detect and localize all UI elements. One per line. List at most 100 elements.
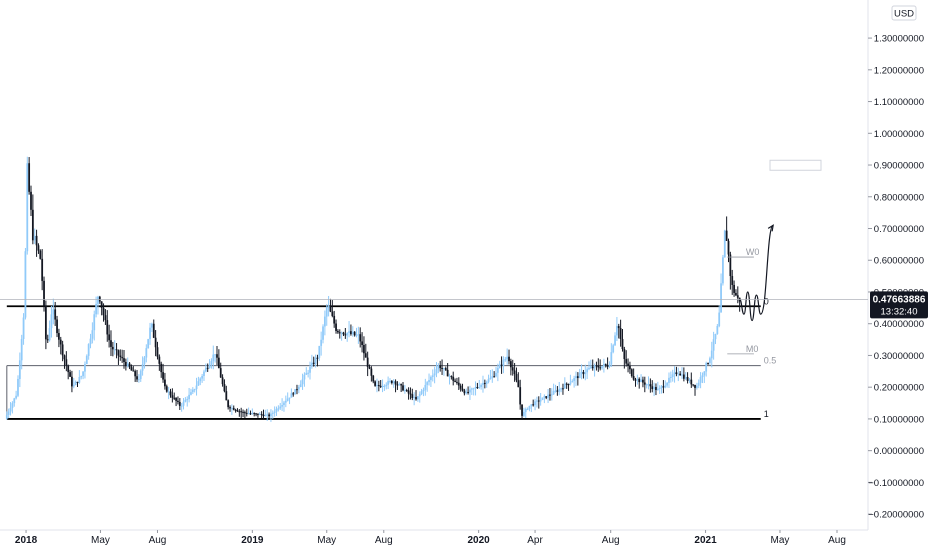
candle-body xyxy=(15,395,18,399)
candle-body xyxy=(71,376,73,387)
candle-body xyxy=(33,235,36,241)
candle-body xyxy=(694,384,696,388)
candle-body xyxy=(126,363,129,367)
candle-body xyxy=(549,394,551,396)
candle-body xyxy=(383,385,386,387)
candle-body xyxy=(584,372,587,375)
candle-body xyxy=(485,381,488,384)
last-price-value: 0.47663886 xyxy=(873,294,926,305)
candle-body xyxy=(111,346,114,350)
time-tick-label: May xyxy=(771,535,790,546)
candle-body xyxy=(439,365,442,368)
candle-body xyxy=(28,163,31,192)
time-tick-label: Aug xyxy=(375,535,393,546)
candle-body xyxy=(158,356,161,364)
plot-area[interactable] xyxy=(0,0,868,530)
candle-body xyxy=(234,409,237,411)
time-tick-label: Aug xyxy=(602,535,620,546)
candle-body xyxy=(61,344,64,356)
candle-body xyxy=(509,361,512,368)
candle-body xyxy=(385,384,388,386)
candle-body xyxy=(457,382,460,386)
candle-body xyxy=(669,376,672,378)
price-axis-background[interactable] xyxy=(868,0,932,550)
currency-label: USD xyxy=(894,9,914,20)
candle-body xyxy=(703,371,706,376)
candle-body xyxy=(54,309,57,320)
candle-body xyxy=(621,338,624,350)
candle-body xyxy=(602,364,605,367)
price-tick-label: −0.20000000 xyxy=(868,510,924,521)
candle-body xyxy=(186,399,189,401)
candle-body xyxy=(478,386,481,388)
candle-body xyxy=(350,331,352,335)
candle-body xyxy=(413,396,416,399)
candle-body xyxy=(212,354,215,362)
candle-body xyxy=(723,230,726,258)
price-axis[interactable]: 1.30000000 1.20000000 1.10000000 1.00000000… xyxy=(867,0,932,550)
candle-body xyxy=(240,411,243,413)
candle-body xyxy=(567,384,570,386)
candle-body xyxy=(409,393,412,395)
candle-body xyxy=(433,373,436,376)
candle-body xyxy=(619,328,622,339)
candle-body xyxy=(7,411,10,415)
candle-body xyxy=(379,385,382,387)
time-tick-label: May xyxy=(317,535,336,546)
candle-body xyxy=(495,372,497,377)
time-axis-background[interactable] xyxy=(0,530,868,550)
candle-body xyxy=(227,400,230,408)
candle-body xyxy=(431,375,434,377)
candle-body xyxy=(72,384,75,387)
candle-body xyxy=(374,381,376,386)
candle-body xyxy=(381,385,384,387)
candle-body xyxy=(735,292,737,296)
candle-body xyxy=(5,414,8,419)
plot-background[interactable] xyxy=(0,0,868,530)
candle-body xyxy=(130,367,133,371)
candle-body xyxy=(307,372,310,374)
candle-body xyxy=(85,355,88,365)
candle-body xyxy=(418,393,421,397)
candle-body xyxy=(465,391,468,394)
currency-badge[interactable] xyxy=(891,5,917,21)
candle-body xyxy=(123,358,125,362)
candle-body xyxy=(589,366,592,368)
candle-body xyxy=(214,354,217,356)
candle-body xyxy=(554,390,557,392)
candle-body xyxy=(625,358,628,364)
candle-body xyxy=(281,405,283,407)
candle-body xyxy=(640,379,642,383)
candle-body xyxy=(390,380,393,384)
candle-body xyxy=(396,384,399,386)
candle-body xyxy=(576,376,579,379)
candle-body xyxy=(550,394,553,396)
candle-body xyxy=(377,385,380,387)
candle-body xyxy=(266,414,269,416)
candle-body xyxy=(173,397,176,399)
candle-body xyxy=(398,384,401,386)
candle-body xyxy=(30,191,32,210)
candle-body xyxy=(346,332,349,336)
candle-body xyxy=(59,339,62,345)
candle-body xyxy=(156,347,159,357)
price-tick-label: −0.10000000 xyxy=(868,478,924,489)
candle-body xyxy=(160,363,163,373)
candle-body xyxy=(310,362,313,367)
time-axis[interactable]: 2018 May Aug 2019 May Aug 2020 Apr Aug 2021 May Aug xyxy=(0,529,868,550)
candle-body xyxy=(262,414,265,417)
candle-body xyxy=(456,381,458,383)
annotation-label: M0 xyxy=(746,344,759,354)
candle-body xyxy=(476,387,479,389)
candle-body xyxy=(344,334,347,336)
candle-body xyxy=(87,344,90,356)
candle-body xyxy=(151,323,153,328)
candle-body xyxy=(515,374,518,381)
candle-body xyxy=(143,357,146,365)
candle-body xyxy=(115,349,118,351)
candle-body xyxy=(268,414,270,417)
candle-body xyxy=(17,378,19,396)
bar-countdown: 13:32:40 xyxy=(881,306,918,317)
